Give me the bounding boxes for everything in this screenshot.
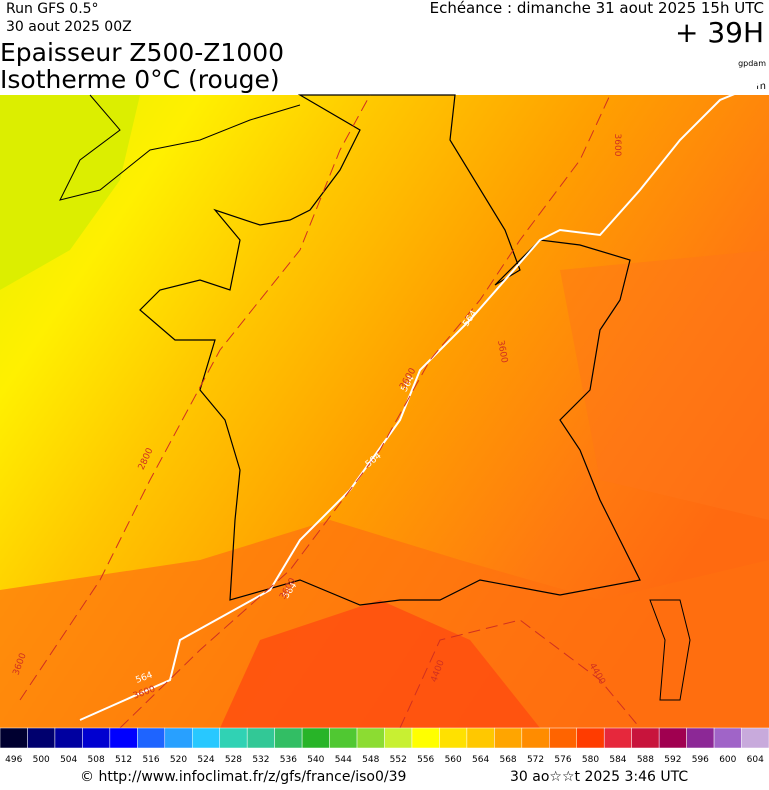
unit-main: gpdam [738, 59, 766, 68]
isotherm-label: 3600 [612, 134, 622, 157]
legend-swatch [356, 727, 385, 749]
legend-label: 600 [719, 755, 736, 765]
legend-label: 572 [527, 755, 544, 765]
isotherm-contour [19, 94, 371, 701]
unit-iso: m [756, 81, 766, 92]
legend-swatch [521, 727, 550, 749]
legend-swatch [494, 727, 523, 749]
isotherm-contour [119, 94, 611, 729]
legend-label: 552 [390, 755, 407, 765]
lead-time: + 39H [675, 16, 764, 49]
footer-url: © http://www.infoclimat.fr/z/gfs/france/… [80, 769, 406, 785]
legend-swatch [82, 727, 111, 749]
legend-label: 548 [362, 755, 379, 765]
legend-swatch [192, 727, 220, 749]
legend-swatch [411, 727, 440, 749]
legend-swatch [109, 727, 138, 749]
legend-label: 500 [33, 755, 50, 765]
legend-label: 544 [335, 755, 352, 765]
valid-time: Echéance : dimanche 31 aout 2025 15h UTC [430, 0, 764, 17]
field-zone [560, 250, 769, 520]
field-zone [220, 600, 540, 728]
thickness-contour [79, 79, 769, 721]
legend-label: 540 [307, 755, 324, 765]
legend-label: 532 [252, 755, 269, 765]
legend-label: 556 [417, 755, 434, 765]
coastline [59, 94, 301, 201]
corsica [649, 599, 691, 701]
legend-label: 516 [142, 755, 159, 765]
legend-label: 576 [554, 755, 571, 765]
legend-label: 596 [692, 755, 709, 765]
legend-label: 604 [747, 755, 764, 765]
legend-swatch [686, 727, 715, 749]
run-date: 30 aout 2025 00Z [6, 19, 132, 35]
legend-swatch [466, 727, 495, 749]
field-zone [0, 95, 140, 290]
legend-label: 584 [609, 755, 626, 765]
legend-label: 508 [88, 755, 105, 765]
legend-swatch [439, 727, 468, 749]
isotherm-label: 3600 [495, 340, 509, 365]
footer-date: 30 ao☆☆t 2025 3:46 UTC [510, 769, 688, 785]
legend-label: 520 [170, 755, 187, 765]
legend-swatch [164, 727, 193, 749]
legend-swatch [603, 727, 632, 749]
legend-swatch [219, 727, 248, 749]
legend-swatch [384, 727, 413, 749]
color-legend: 496 500 504 508 512 516 520 524 528 532 536 540 544 5… [0, 727, 769, 765]
legend-swatch [301, 727, 330, 749]
legend-label: 524 [197, 755, 214, 765]
legend-swatch [246, 727, 275, 749]
legend-swatch [329, 727, 358, 749]
legend-swatch [549, 727, 577, 749]
legend-swatch [631, 727, 660, 749]
legend-swatch [741, 727, 769, 749]
legend-swatch [27, 727, 56, 749]
run: Run GFS 0.5° [6, 1, 99, 17]
france-outline [139, 94, 641, 606]
subtitle: Isotherme 0°C (rouge) [0, 65, 280, 94]
title: Epaisseur Z500-Z1000 [0, 38, 284, 67]
legend-swatch [137, 727, 166, 749]
legend-label: 564 [472, 755, 489, 765]
legend-label: 536 [280, 755, 297, 765]
legend-label: 504 [60, 755, 77, 765]
legend-label: 580 [582, 755, 599, 765]
legend-swatch [0, 727, 28, 749]
legend-label: 568 [499, 755, 516, 765]
legend-swatch [54, 727, 83, 749]
legend-label: 560 [445, 755, 462, 765]
legend-label: 528 [225, 755, 242, 765]
legend-label: 588 [637, 755, 654, 765]
legend-swatch [658, 727, 687, 749]
legend-swatch [274, 727, 303, 749]
legend-label: 496 [5, 755, 22, 765]
isotherm-contour [399, 619, 641, 729]
legend-swatch [576, 727, 605, 749]
legend-label: 592 [664, 755, 681, 765]
legend-swatch [713, 727, 742, 749]
legend-label: 512 [115, 755, 132, 765]
